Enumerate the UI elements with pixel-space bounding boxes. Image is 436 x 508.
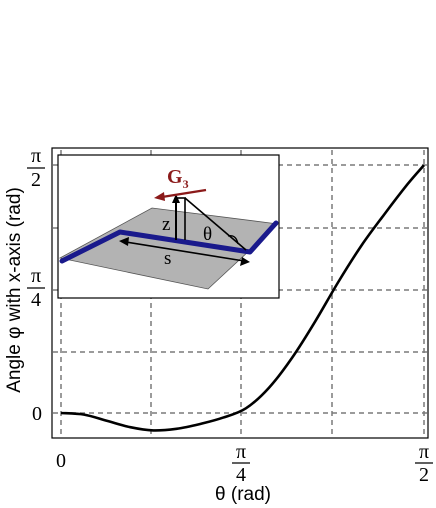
inset-hypotenuse — [184, 197, 247, 251]
inset-force-label-subscript: 3 — [183, 177, 189, 191]
y-axis-label: Angle φ with x-axis (rad) — [4, 187, 25, 393]
y-tick-label-pi2-den: 2 — [31, 169, 41, 191]
y-tick-label-pi4-den: 4 — [31, 289, 41, 311]
inset-force-arrowhead — [154, 192, 165, 201]
inset-height-label: z — [162, 214, 170, 235]
inset-length-arrowhead-right — [240, 257, 250, 266]
inset-angle-arc — [227, 234, 239, 245]
y-tick-label-0: 0 — [32, 403, 42, 425]
inset-force-arrow — [161, 188, 207, 199]
inset-diagram: G3 z θ s — [57, 154, 280, 299]
x-tick-label-0: 0 — [56, 450, 66, 472]
inset-length-label: s — [164, 248, 171, 269]
x-axis-label: θ (rad) — [215, 484, 271, 505]
x-tick-label-pi4-num: π — [236, 441, 246, 463]
x-tick-label-pi2-num: π — [419, 441, 429, 463]
inset-force-label-main: G — [167, 166, 183, 188]
inset-strand — [59, 220, 279, 264]
inset-length-arrow — [125, 241, 245, 262]
inset-force-label: G3 — [167, 166, 189, 191]
plot-frame — [51, 147, 429, 439]
inset-length-arrowhead-left — [119, 237, 129, 246]
y-tick-label-pi2-num: π — [31, 145, 41, 167]
inset-angle-label: θ — [203, 224, 212, 245]
y-tick-label-pi4-num: π — [31, 265, 41, 287]
series-line — [60, 164, 425, 432]
x-tick-label-pi2-den: 2 — [419, 464, 429, 486]
x-tick-label-pi4-den: 4 — [236, 464, 246, 486]
